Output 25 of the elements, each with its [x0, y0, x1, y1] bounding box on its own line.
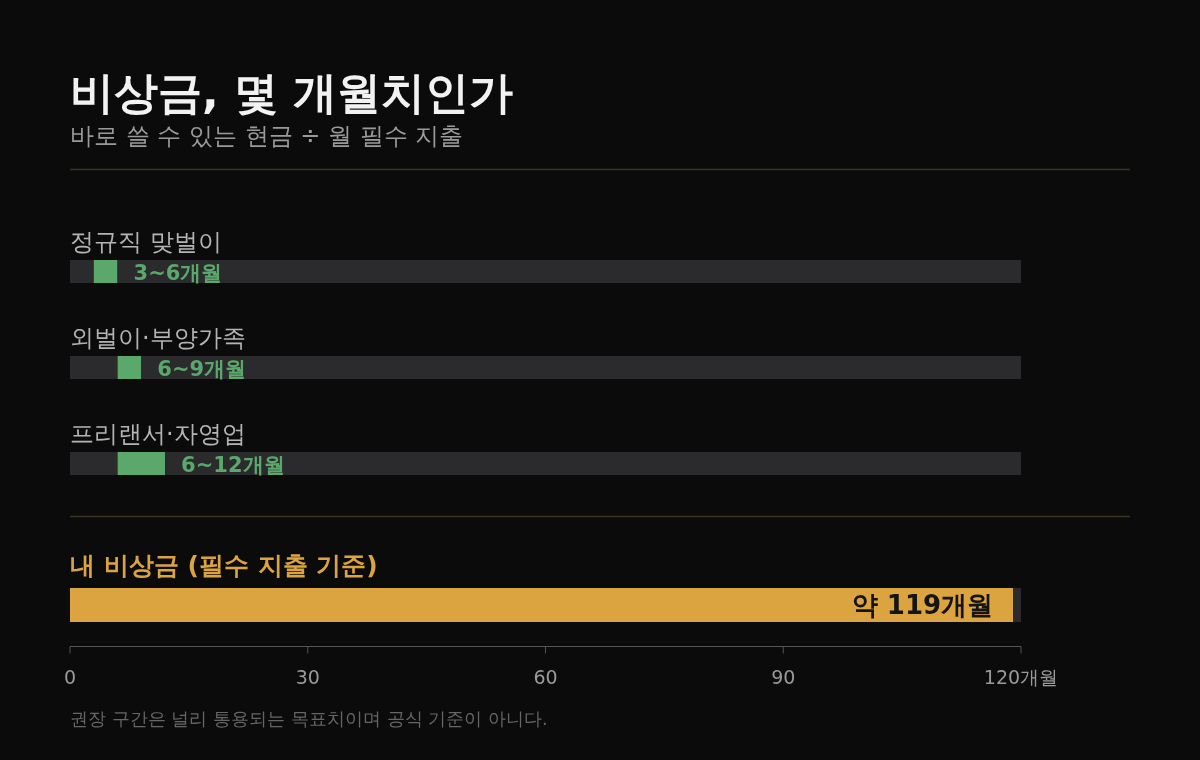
x-tick-label: 30 [295, 666, 320, 688]
annotation: 6~9개월 [157, 356, 247, 381]
chart-subtitle: 바로 쓸 수 있는 현금 ÷ 월 필수 지출 [70, 122, 464, 150]
annotation: 3~6개월 [133, 260, 223, 285]
x-tick-label: 90 [771, 666, 796, 688]
bar [70, 356, 118, 379]
x-tick-label: 0 [63, 666, 77, 688]
x-tick-label: 60 [533, 666, 558, 688]
bar [117, 452, 166, 475]
y-tick-label: 외벌이·부양가족 [70, 324, 246, 352]
y-tick-label: 프리랜서·자영업 [70, 420, 246, 448]
y-tick-label: 내 비상금 (필수 지출 기준) [70, 551, 378, 580]
bar [70, 260, 94, 283]
chart-title: 비상금, 몇 개월치인가 [70, 67, 514, 118]
bar [165, 452, 1021, 475]
bar [117, 260, 1021, 283]
x-tick-label: 120개월 [983, 666, 1059, 688]
y-tick-label: 정규직 맞벌이 [70, 228, 222, 256]
text: 권장 구간은 널리 통용되는 목표치이며 공식 기준이 아니다. [70, 708, 548, 729]
annotation: 6~12개월 [181, 452, 285, 477]
bar [117, 356, 142, 379]
bar [70, 452, 118, 475]
bar [141, 356, 1021, 379]
bar [93, 260, 118, 283]
data-label: 약 119개월 [851, 590, 994, 620]
